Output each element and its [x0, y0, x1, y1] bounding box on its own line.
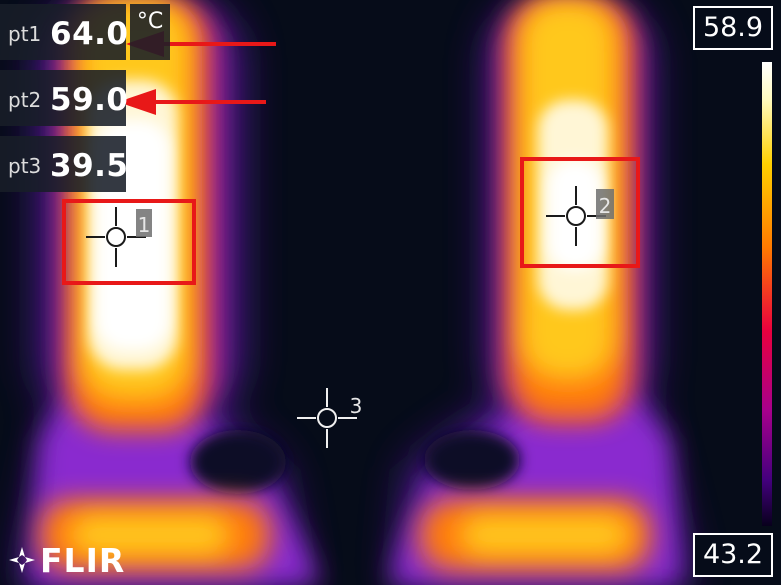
- measurement-value: 59.0: [50, 82, 129, 118]
- spot-marker-1-number: 1: [138, 213, 151, 237]
- measurement-label: pt2: [8, 88, 42, 112]
- measurement-label: pt3: [8, 154, 42, 178]
- annotation-arrow-2: [118, 89, 266, 115]
- measurement-value: 39.5: [50, 148, 129, 184]
- brand-name: FLIR: [40, 540, 126, 580]
- measurement-value: 64.0: [50, 16, 129, 52]
- measurement-pt1: pt1 64.0: [0, 4, 129, 60]
- annotation-box-1: [62, 199, 196, 285]
- spot-marker-3-number: 3: [350, 394, 363, 418]
- flir-logo: FLIR: [8, 540, 125, 580]
- measurement-label: pt1: [8, 22, 42, 46]
- flir-logo-icon: [9, 547, 35, 573]
- temperature-unit: °C: [130, 4, 170, 60]
- spot-marker-3: [297, 388, 357, 448]
- spot-marker-2-number: 2: [599, 194, 612, 218]
- annotation-box-2: [520, 157, 640, 268]
- scale-max-value: 58.9: [693, 6, 773, 50]
- measurement-pt2: pt2 59.0: [0, 70, 129, 126]
- spot-marker-1: [86, 207, 146, 267]
- measurement-pt3: pt3 39.5: [0, 136, 129, 192]
- color-scale-bar: [762, 62, 772, 526]
- scale-min-value: 43.2: [693, 533, 773, 577]
